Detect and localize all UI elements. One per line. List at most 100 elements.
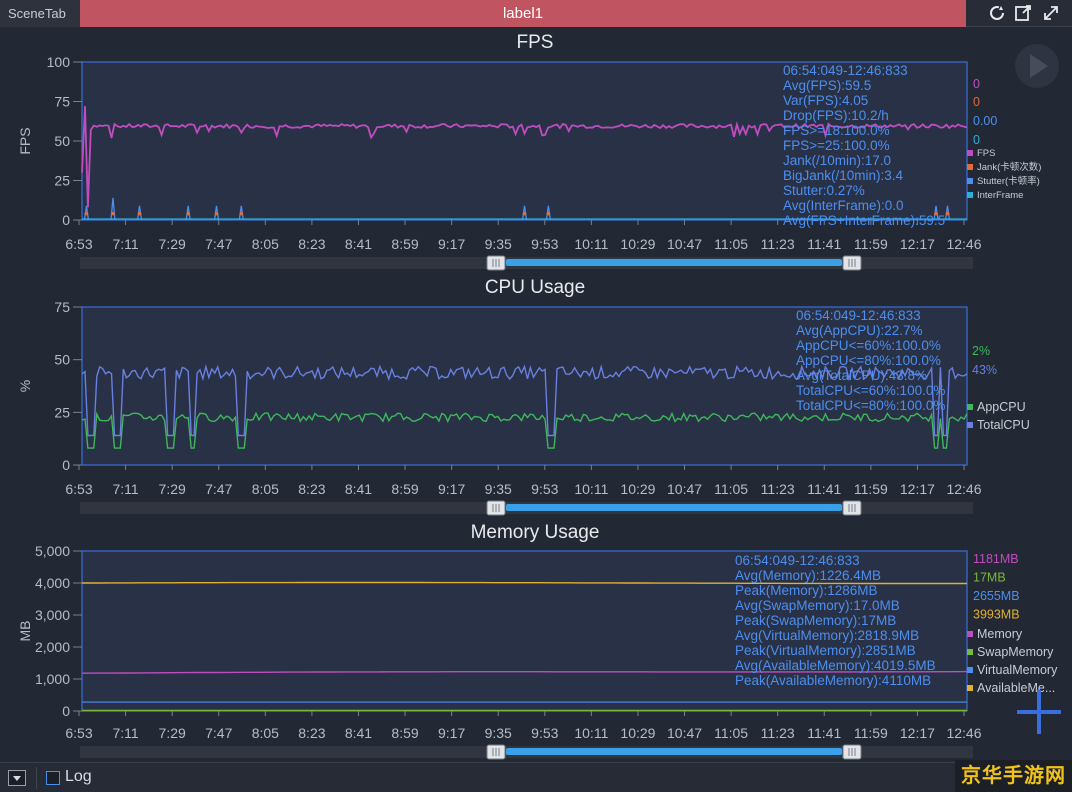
export-icon[interactable] [1014,4,1032,22]
x-tick-label: 10:29 [620,236,655,252]
x-tick-label: 8:41 [345,725,372,741]
refresh-icon[interactable] [988,4,1006,22]
stutter-spike [238,205,244,221]
x-tick-label: 12:46 [946,481,981,497]
x-tick-label: 7:11 [112,236,138,252]
stat-text: 06:54:049-12:46:833 [796,308,921,323]
x-tick-label: 7:29 [159,236,186,252]
stat-text: Peak(Memory):1286MB [735,583,878,598]
stat-text: Avg(SwapMemory):17.0MB [735,598,900,613]
dropdown-icon[interactable] [8,770,26,786]
memory-series-line [82,581,967,585]
memory-series-line [81,670,968,674]
stat-text: 06:54:049-12:46:833 [735,553,860,568]
legend-swatch [967,192,973,198]
stat-text: Avg(FPS+InterFrame):59.5 [783,213,945,228]
jank-mark [111,211,115,216]
stat-text: Peak(VirtualMemory):2851MB [735,643,916,658]
y-tick-label: 25 [54,173,70,189]
current-value: 1181MB [973,552,1019,566]
log-checkbox[interactable] [46,771,60,785]
jank-mark [84,211,89,216]
x-tick-label: 9:53 [531,725,558,741]
label-tab[interactable]: label1 [80,0,966,27]
legend-swatch [967,164,973,170]
x-tick-label: 10:11 [574,725,608,741]
legend-swatch [967,667,973,673]
legend-label: Stutter(卡顿率) [977,175,1040,187]
stutter-spike [944,205,951,221]
stat-text: Drop(FPS):10.2/h [783,108,889,123]
x-tick-label: 6:53 [65,481,92,497]
legend-swatch [967,150,973,156]
range-fill-0 [506,259,842,266]
x-tick-label: 10:11 [574,236,608,252]
x-tick-label: 11:23 [761,725,795,741]
y-tick-label: 1,000 [35,671,70,687]
add-icon[interactable] [1017,690,1061,734]
chart-title-2: Memory Usage [471,522,600,543]
jank-mark [546,211,551,216]
x-tick-label: 11:59 [854,481,888,497]
jank-mark [137,211,142,216]
x-tick-label: 10:29 [620,725,655,741]
x-tick-label: 8:05 [252,481,279,497]
x-tick-label: 8:59 [391,481,418,497]
y-tick-label: 0 [62,457,70,473]
x-tick-label: 7:47 [205,236,232,252]
stutter-spike [213,205,220,221]
x-tick-label: 12:17 [900,481,935,497]
stutter-spike [185,205,191,221]
y-tick-label: 50 [54,352,70,368]
x-tick-label: 10:47 [667,725,702,741]
app-cpu-line [81,411,968,449]
legend-label: VirtualMemory [977,663,1058,677]
plot-area-1 [81,306,968,466]
x-tick-label: 10:47 [667,236,702,252]
stat-text: Jank(/10min):17.0 [783,153,891,168]
x-tick-label: 9:35 [485,481,512,497]
x-tick-label: 9:17 [438,725,465,741]
legend-swatch [967,422,973,428]
x-tick-label: 7:47 [205,725,232,741]
y-axis-label-0: FPS [17,127,33,154]
x-tick-label: 8:23 [298,481,325,497]
y-tick-label: 5,000 [35,543,70,559]
legend-label: AvailableMe... [977,681,1055,695]
y-tick-label: 2,000 [35,639,70,655]
x-tick-label: 10:11 [574,481,608,497]
plot-area-2 [81,550,968,712]
plot-area-0 [81,61,968,221]
play-icon-glyph [1030,54,1048,78]
x-tick-label: 11:41 [807,481,841,497]
legend-label: TotalCPU [977,418,1030,432]
stat-text: FPS>=25:100.0% [783,138,890,153]
y-tick-label: 75 [54,299,70,315]
scene-tab[interactable]: SceneTab [0,0,80,27]
x-tick-label: 8:05 [252,725,279,741]
expand-icon[interactable] [1042,4,1060,22]
divider [36,767,37,789]
current-value: 43% [972,363,997,377]
stutter-spike [933,205,939,221]
x-tick-label: 11:05 [714,481,748,497]
current-value: 0 [973,77,980,91]
x-tick-label: 12:46 [946,236,981,252]
legend-swatch [967,685,973,691]
legend-swatch [967,631,973,637]
stat-text: Var(FPS):4.05 [783,93,868,108]
x-tick-label: 8:41 [345,236,372,252]
x-tick-label: 7:29 [159,481,186,497]
x-tick-label: 10:29 [620,481,655,497]
watermark: 京华手游网 [955,760,1072,792]
chart-title-0: FPS [517,32,554,53]
jank-mark [239,211,244,216]
current-value: 2655MB [973,589,1020,603]
x-tick-label: 6:53 [65,236,92,252]
x-tick-label: 11:23 [761,236,795,252]
x-tick-label: 9:35 [485,725,512,741]
stat-text: Avg(AppCPU):22.7% [796,323,923,338]
y-tick-label: 50 [54,133,70,149]
legend-swatch [967,404,973,410]
